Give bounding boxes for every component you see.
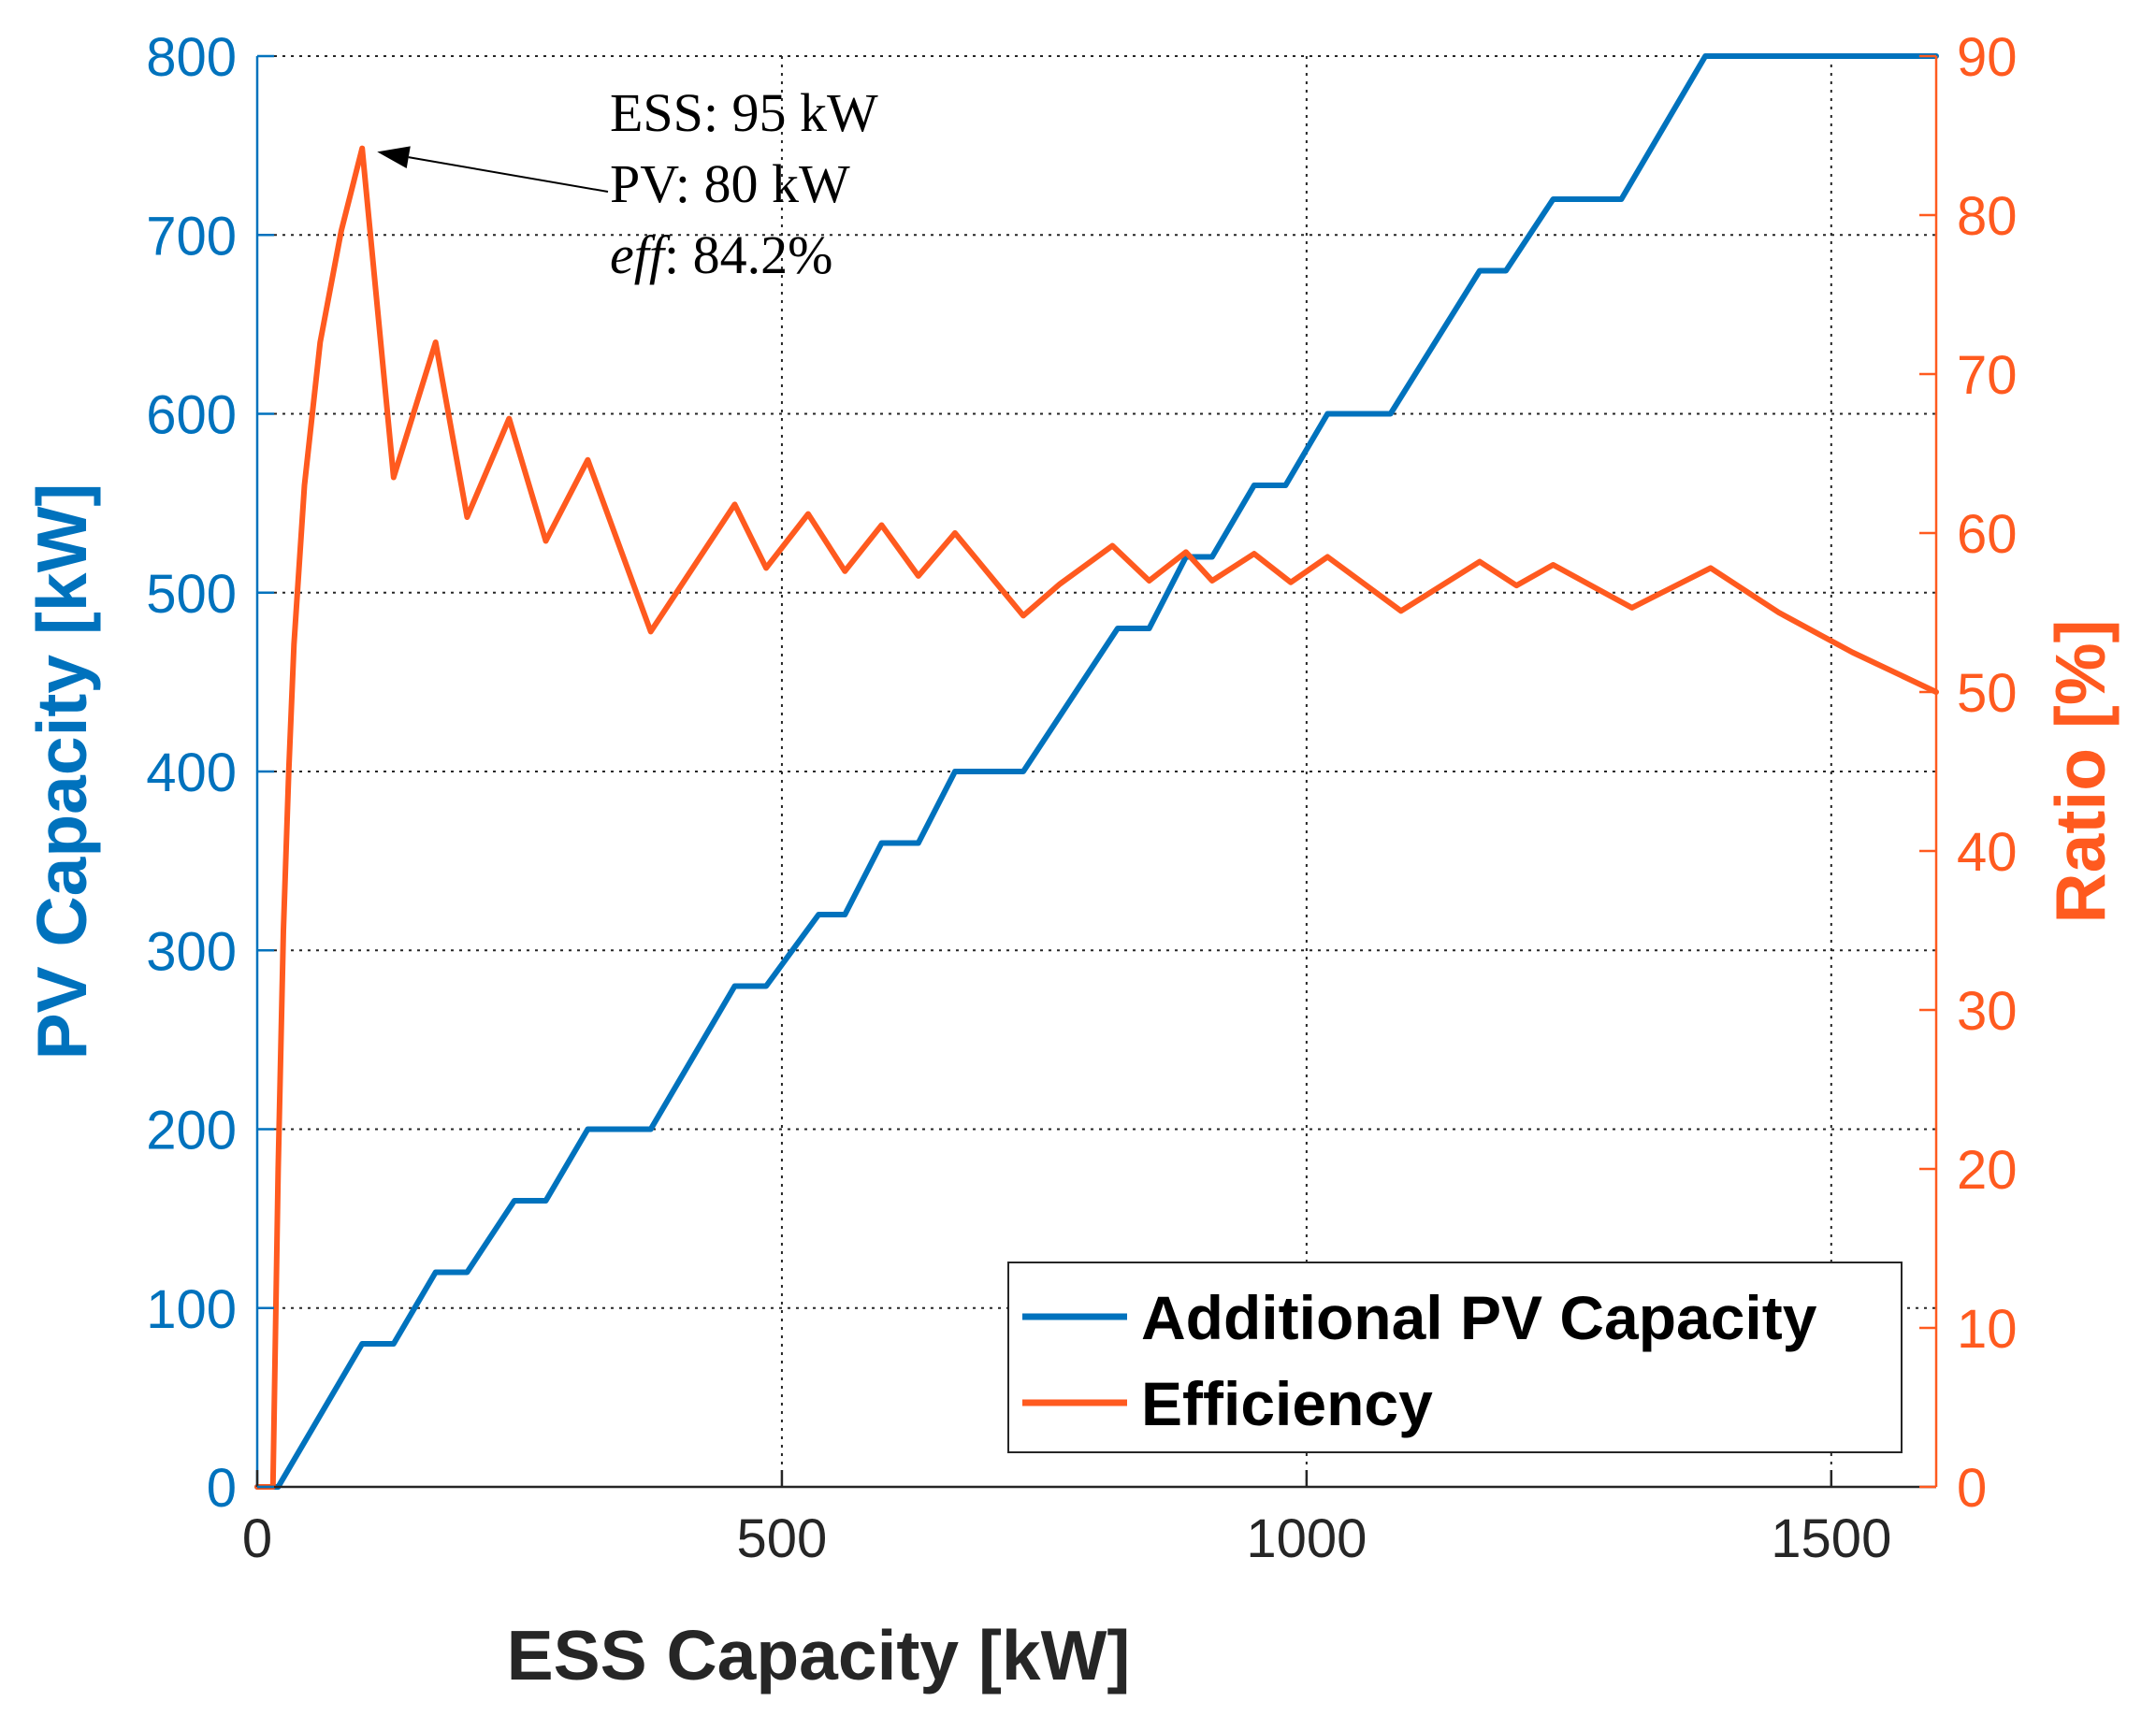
ticks: 0 500 1000 1500 0 100 200 300 400 500 600 700 800 0 10… xyxy=(146,27,2017,1569)
y-left-tick-label: 0 xyxy=(207,1458,237,1519)
y-left-tick-label: 600 xyxy=(146,385,237,446)
peak-annotation: ESS: 95 kW PV: 80 kW eff: 84.2% xyxy=(377,82,878,285)
x-tick-label: 0 xyxy=(242,1508,272,1569)
legend-box xyxy=(1007,1262,1903,1453)
y-right-tick-label: 50 xyxy=(1957,663,2018,724)
y-right-tick-label: 10 xyxy=(1957,1299,2018,1360)
y-right-tick-label: 20 xyxy=(1957,1140,2018,1201)
y-left-axis-label: PV Capacity [kW] xyxy=(22,483,101,1060)
y-right-tick-label: 0 xyxy=(1957,1458,1987,1519)
y-left-tick-label: 800 xyxy=(146,27,237,88)
y-left-tick-label: 500 xyxy=(146,564,237,625)
y-left-tick-label: 200 xyxy=(146,1101,237,1161)
x-axis-label: ESS Capacity [kW] xyxy=(507,1616,1131,1694)
y-right-axis-label: Ratio [%] xyxy=(2041,620,2120,924)
x-tick-label: 1000 xyxy=(1246,1508,1367,1569)
annotation-line-1: ESS: 95 kW xyxy=(610,82,878,143)
legend: Additional PV Capacity Efficiency xyxy=(1007,1262,1903,1453)
legend-label-pv: Additional PV Capacity xyxy=(1141,1283,1817,1352)
series-line-additional-pv xyxy=(254,53,1939,1490)
y-left-tick-label: 100 xyxy=(146,1279,237,1340)
x-tick-label: 500 xyxy=(737,1508,828,1569)
series-line-efficiency xyxy=(254,145,1939,1490)
y-right-tick-label: 30 xyxy=(1957,981,2018,1042)
y-right-tick-label: 60 xyxy=(1957,504,2018,565)
legend-label-efficiency: Efficiency xyxy=(1141,1369,1433,1438)
y-right-tick-label: 70 xyxy=(1957,345,2018,406)
y-left-tick-label: 400 xyxy=(146,743,237,803)
y-left-tick-label: 700 xyxy=(146,206,237,267)
annotation-arrow-line xyxy=(408,156,609,193)
y-right-tick-label: 90 xyxy=(1957,27,2018,88)
annotation-line-2: PV: 80 kW xyxy=(610,153,850,214)
y-right-tick-label: 40 xyxy=(1957,822,2018,883)
annotation-line-3: eff: 84.2% xyxy=(610,224,832,285)
series-layer xyxy=(254,53,1939,1490)
y-right-tick-label: 80 xyxy=(1957,186,2018,247)
x-tick-label: 1500 xyxy=(1771,1508,1891,1569)
y-left-tick-label: 300 xyxy=(146,921,237,982)
annotation-arrow-head xyxy=(377,146,411,168)
